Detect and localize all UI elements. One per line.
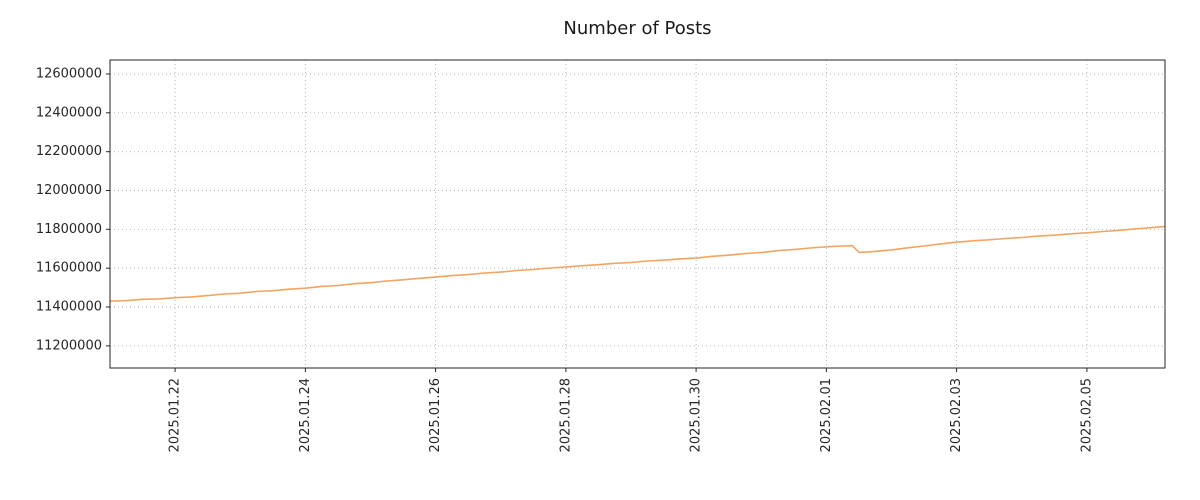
x-tick-label: 2025.01.22	[168, 378, 183, 452]
y-tick-label: 11400000	[36, 300, 102, 315]
y-tick-label: 11600000	[36, 261, 102, 276]
x-tick-label: 2025.02.05	[1079, 378, 1094, 452]
y-tick-label: 12000000	[36, 183, 102, 198]
x-tick-label: 2025.01.24	[298, 378, 313, 452]
chart-title: Number of Posts	[563, 18, 712, 39]
x-tick-label: 2025.01.28	[558, 378, 573, 452]
plot-border	[109, 59, 1166, 369]
y-tick-label: 12200000	[36, 144, 102, 159]
series-line	[109, 225, 1166, 303]
x-tick-label: 2025.01.26	[428, 378, 443, 452]
y-tick-label: 12600000	[36, 67, 102, 82]
x-tick-label: 2025.02.03	[949, 378, 964, 452]
x-tick-label: 2025.02.01	[819, 378, 834, 452]
y-tick-label: 12400000	[36, 105, 102, 120]
x-tick-label: 2025.01.30	[689, 378, 704, 452]
y-tick-label: 11200000	[36, 338, 102, 353]
y-tick-label: 11800000	[36, 222, 102, 237]
